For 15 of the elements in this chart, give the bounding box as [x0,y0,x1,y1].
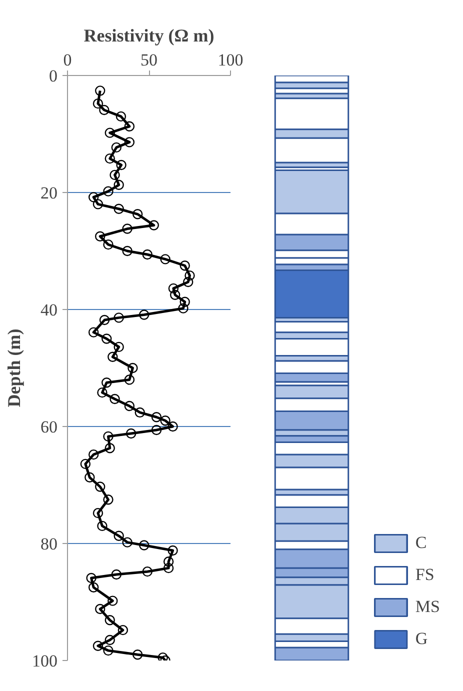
y-tick-label: 20 [40,184,58,202]
legend-label: C [415,533,428,553]
x-tick-label: 50 [140,50,158,70]
legend-label: FS [415,565,436,585]
legend-label: G [415,629,429,649]
y-axis-title: Depth (m) [4,328,24,408]
x-tick-label: 0 [63,50,72,70]
legend-label: MS [415,597,440,617]
y-tick-label: 40 [40,300,58,320]
y-tick-label: 80 [40,534,58,554]
y-tick-label: 60 [40,418,58,436]
y-tick-label: 0 [49,66,58,86]
x-axis-title: Resistivity (Ω m) [84,26,214,46]
y-tick-label: 100 [32,652,58,670]
x-tick-label: 100 [218,50,244,70]
